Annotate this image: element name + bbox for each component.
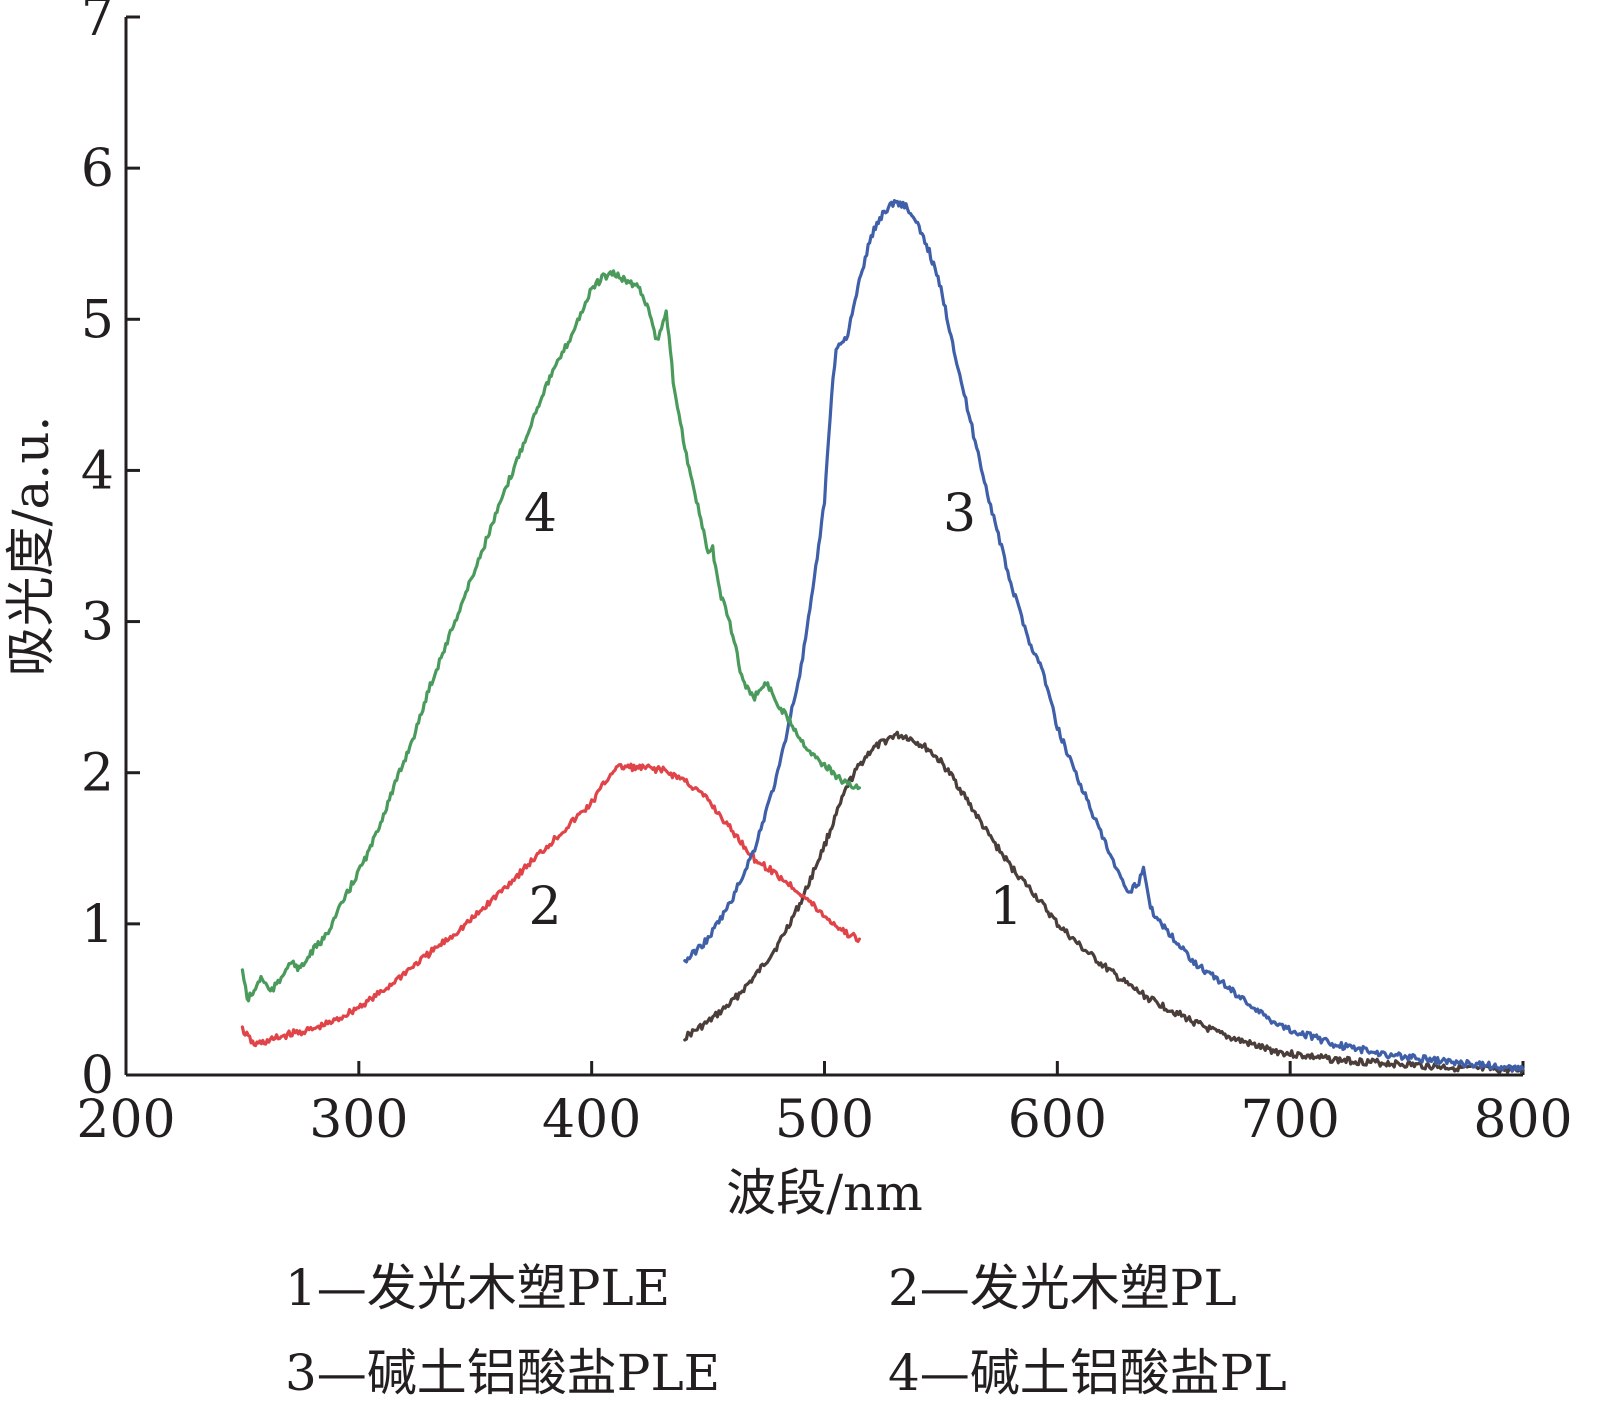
curve-labels: 1 2 3 4	[524, 484, 1023, 937]
y-tick-label: 4	[81, 441, 114, 501]
curve-label-4: 4	[524, 484, 557, 544]
legend-entry-2: 2—发光木塑PL	[888, 1259, 1237, 1317]
y-tick-label: 7	[81, 0, 114, 48]
y-tick-label: 6	[81, 139, 114, 199]
y-tick-label: 0	[81, 1046, 114, 1106]
y-axis-title: 吸光度/a.u.	[2, 416, 60, 677]
series-line-1	[683, 730, 1525, 1075]
y-tick-label: 5	[81, 290, 114, 350]
axes: 200 300 400 500 600 700 800 0 1 2 3 4 5 6 7	[76, 0, 1572, 1150]
x-tick-label: 600	[1008, 1090, 1107, 1150]
curve-label-3: 3	[943, 484, 976, 544]
legend: 1—发光木塑PLE 2—发光木塑PL 3—碱土铝酸盐PLE 4—碱土铝酸盐PL	[285, 1259, 1287, 1402]
x-tick-label: 500	[775, 1090, 874, 1150]
x-tick-label: 700	[1241, 1090, 1340, 1150]
y-ticks: 0 1 2 3 4 5 6 7	[81, 0, 140, 1106]
legend-entry-4: 4—碱土铝酸盐PL	[888, 1344, 1287, 1402]
series-group	[240, 199, 1525, 1075]
x-tick-label: 400	[542, 1090, 641, 1150]
x-tick-label: 300	[309, 1090, 408, 1150]
x-axis-title: 波段/nm	[726, 1164, 922, 1222]
series-line-3	[683, 199, 1525, 1073]
x-tick-label: 800	[1473, 1090, 1572, 1150]
legend-entry-1: 1—发光木塑PLE	[285, 1259, 670, 1317]
series-line-4	[240, 269, 861, 1003]
legend-entry-3: 3—碱土铝酸盐PLE	[285, 1344, 720, 1402]
y-tick-label: 3	[81, 593, 114, 653]
x-tick-label: 200	[76, 1090, 175, 1150]
curve-label-2: 2	[529, 877, 562, 937]
y-tick-label: 1	[81, 895, 114, 955]
series-line-2	[240, 762, 861, 1048]
y-tick-label: 2	[81, 744, 114, 804]
x-ticks: 200 300 400 500 600 700 800	[76, 1061, 1573, 1150]
curve-label-1: 1	[990, 877, 1023, 937]
